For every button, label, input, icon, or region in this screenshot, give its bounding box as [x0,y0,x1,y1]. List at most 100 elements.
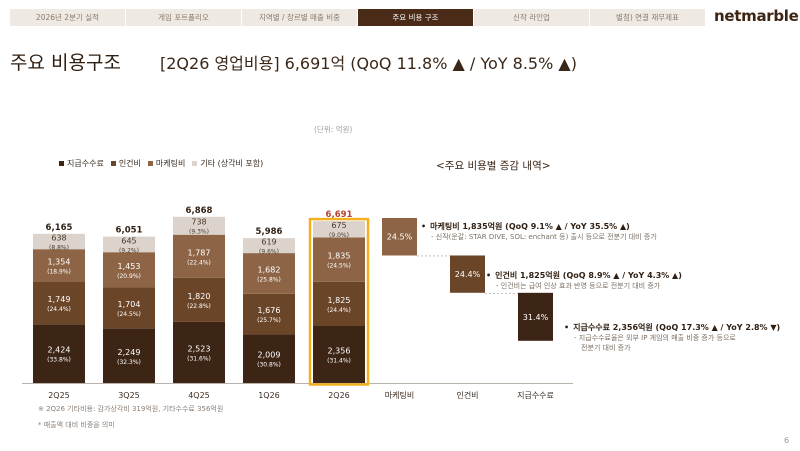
bar-segment-2Q26-0 [313,326,365,383]
legend-swatch [59,161,64,166]
bullet-icon: • [421,222,427,231]
segment-share-label: (25.8%) [257,277,281,284]
segment-value-label: 638 [51,234,66,243]
highlight-frame [308,217,370,386]
bar-segment-2Q25-0 [33,324,85,383]
segment-share-label: (9.0%) [329,232,349,239]
bar-segment-1Q26-0 [243,334,295,383]
tab-region-genre-sales[interactable]: 지역별 / 장르별 매출 비중 [242,9,357,26]
segment-share-label: (20.9%) [117,273,141,280]
callout-commission: • 지급수수료 2,356억원 (QoQ 17.3% ▲ / YoY 2.8% ▼… [564,322,780,353]
segment-share-label: (24.5%) [117,311,141,318]
segment-share-label: (32.3%) [117,359,141,366]
x-tick-label: 인건비 [456,390,478,400]
segment-share-label: (25.7%) [257,317,281,324]
callout-marketing: • 마케팅비 1,835억원 (QoQ 9.1% ▲ / YoY 35.5% ▲)… [421,221,657,242]
callout-title: 마케팅비 1,835억원 (QoQ 9.1% ▲ / YoY 35.5% ▲) [430,222,630,231]
bar-total-label: 6,691 [326,210,353,220]
chart-legend: 지급수수료 인건비 마케팅비 기타 (상각비 포함) [59,158,270,169]
callout-detail: - 지급수수료율은 외부 IP 게임의 매출 비중 증가 등으로 [574,334,736,342]
bar-segment-3Q25-2 [103,252,155,288]
bar-total-label: 6,051 [116,226,143,236]
segment-value-label: 1,704 [118,300,141,309]
bar-segment-4Q25-2 [173,234,225,278]
bar-segment-3Q25-3 [103,236,155,253]
bullet-icon: • [564,323,570,332]
segment-share-label: (24.4%) [47,306,71,313]
bar-segment-2Q25-1 [33,282,85,325]
waterfall-value-label: 24.5% [387,233,413,242]
segment-value-label: 619 [261,238,276,247]
x-tick-label: 마케팅비 [385,390,414,400]
segment-share-label: (31.4%) [327,358,351,365]
callout-detail: - 인건비는 급여 인상 효과 반영 등으로 전분기 대비 증가 [496,282,661,290]
operating-cost-headline: [2Q26 영업비용] 6,691억 (QoQ 11.8% ▲ / YoY 8.… [160,54,577,73]
unit-label: (단위: 억원) [314,125,353,134]
legend-swatch [147,161,153,166]
segment-value-label: 1,682 [258,266,281,275]
legend-item-other: 기타 (상각비 포함) [192,158,263,169]
legend-swatch [192,161,198,166]
tab-game-portfolio[interactable]: 게임 포트폴리오 [126,9,241,26]
waterfall-value-label: 31.4% [523,313,549,322]
bar-segment-1Q26-2 [243,253,295,294]
segment-share-label: (30.8%) [257,362,281,369]
segment-value-label: 1,787 [188,248,211,257]
segment-share-label: (8.8%) [49,245,69,252]
tab-cost-structure[interactable]: 주요 비용 구조 [358,9,473,26]
legend-label: 인건비 [118,159,141,168]
segment-value-label: 1,825 [328,296,351,305]
waterfall-bar-마케팅비 [382,218,417,256]
segment-value-label: 1,453 [118,262,141,271]
callout-title: 인건비 1,825억원 (QoQ 8.9% ▲ / YoY 4.3% ▲) [495,271,682,280]
legend-item-commission: 지급수수료 [59,158,104,169]
bar-segment-2Q25-2 [33,249,85,282]
callout-title: 지급수수료 2,356억원 (QoQ 17.3% ▲ / YoY 2.8% ▼) [573,323,781,332]
segment-value-label: 675 [331,221,346,230]
segment-value-label: 2,356 [328,347,351,356]
callout-labor: • 인건비 1,825억원 (QoQ 8.9% ▲ / YoY 4.3% ▲) -… [486,270,682,291]
segment-share-label: (9.3%) [189,229,209,236]
segment-share-label: (22.4%) [187,259,211,266]
segment-value-label: 1,676 [258,306,281,315]
tab-financial-statements[interactable]: 별첨) 연결 재무제표 [590,9,705,26]
segment-value-label: 1,835 [328,252,351,261]
segment-value-label: 2,009 [258,351,281,360]
footnote-other-costs: ※ 2Q26 기타비용: 감가상각비 319억원, 기타수수료 356억원 [38,405,224,413]
segment-share-label: (9.2%) [119,247,139,254]
bar-segment-2Q25-3 [33,233,85,250]
waterfall-value-label: 24.4% [455,270,481,279]
segment-share-label: (9.6%) [259,249,279,256]
segment-share-label: (22.8%) [187,303,211,310]
segment-share-label: (18.9%) [47,269,71,276]
netmarble-logo: netmarble [714,7,799,25]
segment-share-label: (31.6%) [187,356,211,363]
breakdown-title: <주요 비용별 증감 내역> [436,160,551,172]
segment-value-label: 2,523 [188,345,211,354]
segment-share-label: (24.4%) [327,307,351,314]
tab-new-lineup[interactable]: 신작 라인업 [474,9,589,26]
legend-swatch [110,161,116,166]
x-tick-label: 2Q25 [48,391,70,400]
waterfall-bar-지급수수료 [518,292,553,341]
x-tick-label: 지급수수료 [517,391,554,400]
bar-segment-3Q25-0 [103,328,155,383]
legend-item-marketing: 마케팅비 [147,158,186,169]
segment-value-label: 1,820 [188,292,211,301]
segment-value-label: 2,249 [118,348,141,357]
segment-value-label: 645 [121,236,136,245]
callout-detail: 전분기 대비 증가 [581,344,631,352]
tab-q2-results[interactable]: 2026년 2분기 실적 [10,9,125,26]
bar-total-label: 5,986 [256,227,283,237]
segment-share-label: (24.5%) [327,263,351,270]
x-tick-label: 1Q26 [258,391,280,400]
segment-value-label: 2,424 [48,346,71,355]
bullet-icon: • [486,271,492,280]
footnote-ratio: * 매출액 대비 비중을 의미 [38,421,115,429]
segment-value-label: 738 [191,218,206,227]
x-tick-label: 2Q26 [328,391,350,400]
section-tab-bar: 2026년 2분기 실적 게임 포트폴리오 지역별 / 장르별 매출 비중 주요… [10,9,706,26]
legend-label: 마케팅비 [155,159,186,168]
segment-share-label: (33.8%) [47,357,71,364]
bar-segment-2Q26-1 [313,281,365,326]
